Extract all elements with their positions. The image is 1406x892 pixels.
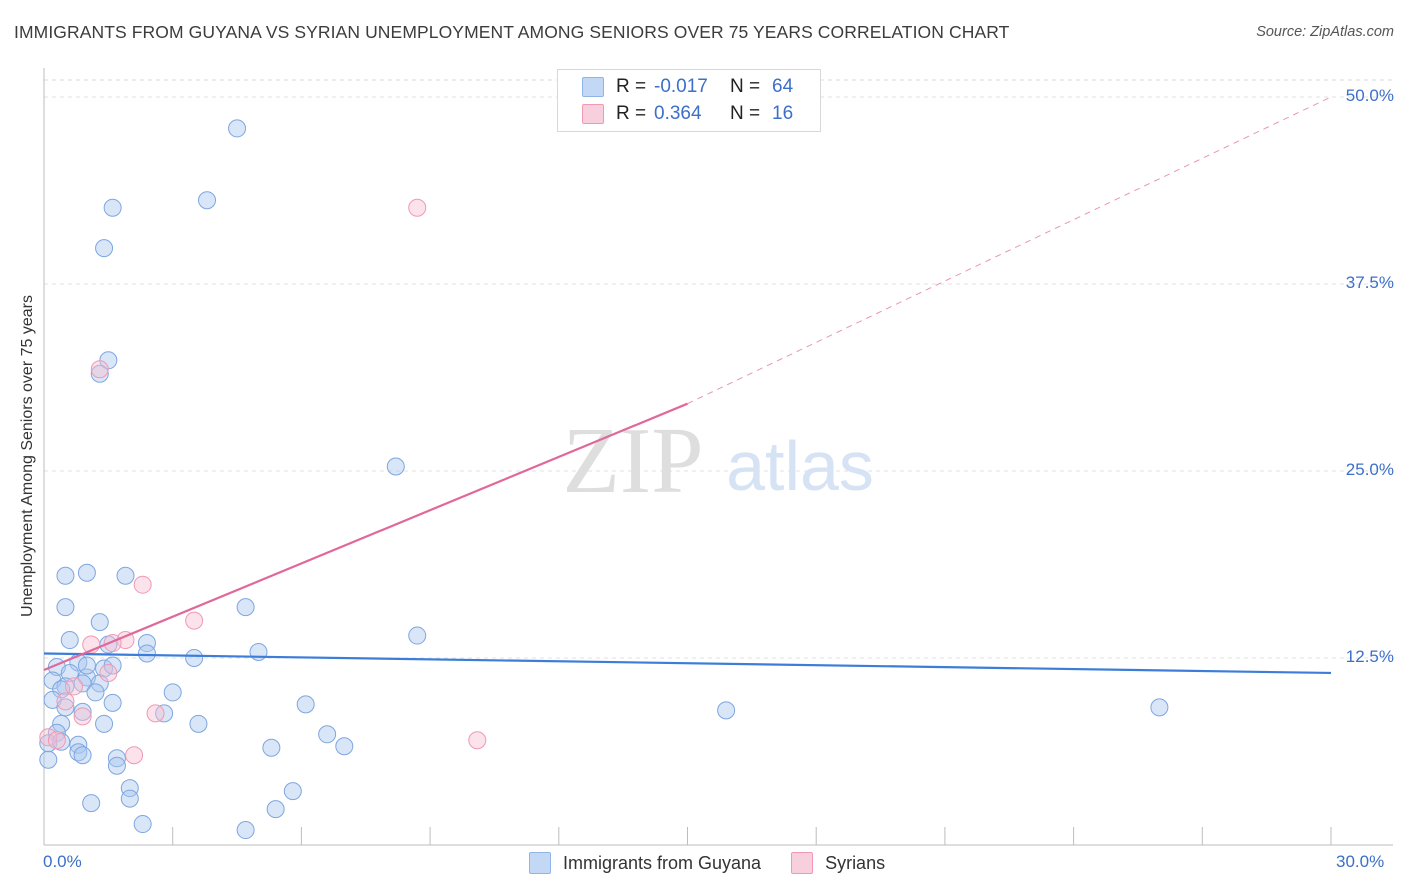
y-tick-label: 50.0% (1345, 86, 1394, 105)
point-syrians (185, 611, 204, 630)
legend-label-syrians: Syrians (825, 852, 886, 873)
point-syrians (47, 731, 66, 750)
point-guyana (283, 782, 302, 801)
legend-r-value: -0.017 (654, 76, 708, 97)
chart-title: IMMIGRANTS FROM GUYANA VS SYRIAN UNEMPLO… (14, 22, 1010, 42)
point-syrians (408, 198, 427, 217)
point-guyana (103, 198, 122, 217)
legend-swatch-syrians (582, 104, 604, 124)
watermark-atlas: atlas (726, 427, 874, 505)
point-guyana (116, 566, 135, 585)
point-guyana (73, 702, 92, 721)
point-guyana (90, 364, 109, 383)
trend-line-syrians-projection (687, 96, 1332, 405)
watermark: ZIP atlas (563, 409, 874, 513)
point-syrians (133, 575, 152, 594)
point-guyana (86, 683, 105, 702)
points-layer (39, 119, 1169, 840)
legend-n-label: N = (730, 103, 761, 124)
point-guyana (73, 746, 92, 765)
point-guyana (107, 749, 126, 768)
legend-n-value: 64 (772, 76, 794, 97)
point-guyana (228, 119, 247, 138)
legend-n-label: N = (730, 76, 761, 97)
point-guyana (335, 737, 354, 756)
point-guyana (133, 815, 152, 834)
point-guyana (408, 626, 427, 645)
legend-item-guyana[interactable]: Immigrants from Guyana (529, 852, 761, 874)
point-guyana (120, 789, 139, 808)
axis-layer (43, 68, 1393, 846)
point-guyana (103, 693, 122, 712)
point-guyana (39, 750, 58, 769)
point-guyana (56, 598, 75, 617)
point-guyana (82, 794, 101, 813)
point-guyana (137, 634, 156, 653)
legend-row-guyana: R = -0.017 N = 64 (582, 75, 793, 99)
trend-layer (43, 96, 1332, 675)
point-syrians (90, 360, 109, 379)
source-label: Source: ZipAtlas.com (1256, 24, 1394, 40)
point-guyana (386, 457, 405, 476)
series-legend: Immigrants from Guyana Syrians (529, 852, 915, 874)
point-guyana (185, 649, 204, 667)
y-tick-label: 25.0% (1345, 460, 1394, 479)
legend-r-value: 0.364 (654, 103, 702, 124)
point-syrians (65, 677, 84, 696)
point-guyana (52, 714, 71, 733)
point-guyana (318, 725, 337, 744)
legend-n-value: 16 (772, 103, 794, 124)
point-guyana (1150, 698, 1169, 717)
point-syrians (73, 707, 92, 726)
trend-line-guyana (43, 652, 1332, 675)
point-syrians (146, 704, 165, 723)
legend-r-label: R = (616, 103, 647, 124)
point-syrians (125, 746, 144, 765)
x-tick-label-min: 0.0% (43, 852, 82, 871)
x-tick-label-max: 30.0% (1336, 852, 1385, 871)
legend-swatch-guyana (582, 77, 604, 97)
point-guyana (56, 566, 75, 585)
point-guyana (77, 656, 96, 675)
legend-swatch-guyana (529, 852, 551, 874)
point-guyana (120, 779, 139, 798)
trend-line-syrians (43, 402, 688, 671)
legend-r-label: R = (616, 76, 647, 97)
point-guyana (198, 191, 217, 210)
point-guyana (262, 738, 281, 757)
legend-swatch-syrians (791, 852, 814, 874)
legend-row-syrians: R = 0.364 N = 16 (582, 102, 793, 126)
point-guyana (717, 701, 736, 720)
point-guyana (236, 821, 255, 840)
point-guyana (60, 663, 79, 682)
point-guyana (77, 563, 96, 582)
point-syrians (56, 692, 75, 711)
point-guyana (69, 735, 88, 754)
point-syrians (99, 663, 118, 682)
legend-label-guyana: Immigrants from Guyana (563, 852, 762, 873)
point-guyana (189, 714, 208, 733)
point-syrians (468, 731, 487, 750)
legend-item-syrians[interactable]: Syrians (791, 852, 885, 874)
point-guyana (60, 631, 79, 650)
point-guyana (163, 683, 182, 702)
watermark-zip: ZIP (563, 409, 704, 513)
y-tick-label: 37.5% (1345, 273, 1394, 292)
point-guyana (56, 698, 75, 717)
point-guyana (137, 644, 156, 663)
point-guyana (107, 756, 126, 775)
point-guyana (95, 239, 114, 258)
correlation-legend: R = -0.017 N = 64 R = 0.364 N = 16 (557, 69, 821, 132)
point-guyana (249, 643, 268, 662)
point-guyana (266, 800, 285, 819)
y-tick-label: 12.5% (1345, 647, 1394, 666)
point-guyana (95, 714, 114, 733)
point-guyana (236, 598, 255, 617)
point-guyana (90, 613, 109, 632)
point-guyana (296, 695, 315, 714)
grid-layer (44, 79, 1393, 659)
